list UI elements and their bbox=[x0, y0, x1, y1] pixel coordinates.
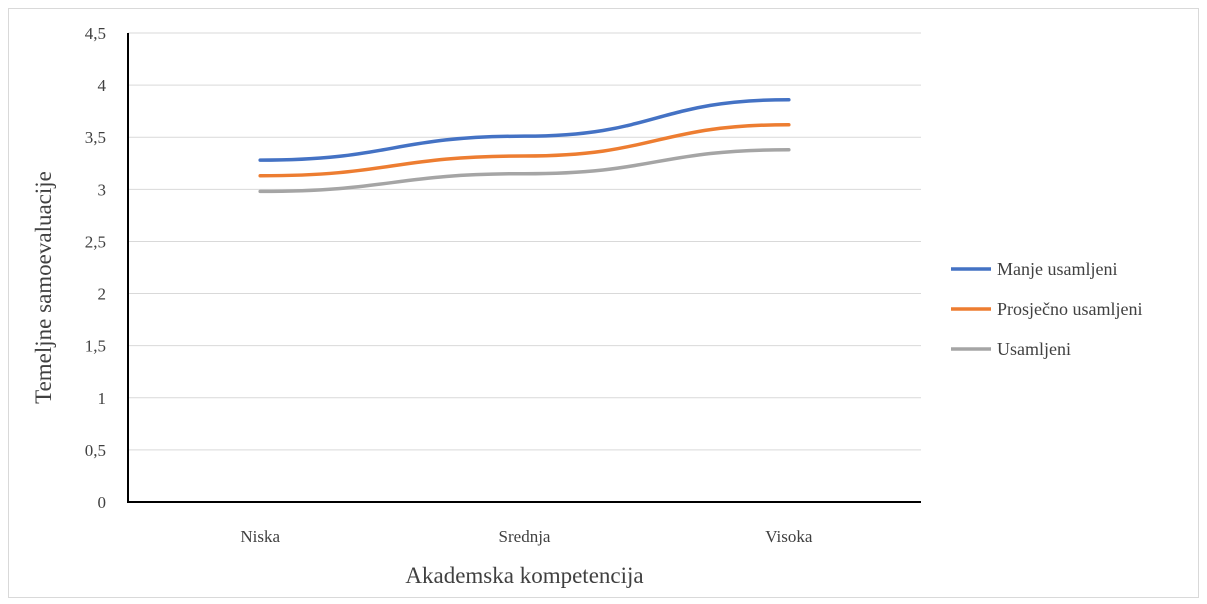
line-chart: 00,511,522,533,544,5 Niska Srednja Visoka … bbox=[31, 24, 1142, 588]
series-line bbox=[258, 122, 791, 178]
y-tick-label: 0,5 bbox=[85, 441, 106, 460]
y-tick-label: 1 bbox=[98, 389, 107, 408]
y-axis-title: Temeljne samoevaluacije bbox=[31, 171, 56, 404]
gridlines bbox=[128, 32, 921, 451]
y-tick-label: 0 bbox=[98, 493, 107, 512]
series-lines bbox=[258, 97, 791, 194]
y-tick-label: 3 bbox=[98, 180, 107, 199]
legend-label: Manje usamljeni bbox=[997, 259, 1117, 279]
y-tick-label: 1,5 bbox=[85, 337, 106, 356]
legend-label: Usamljeni bbox=[997, 339, 1071, 359]
y-tick-label: 4 bbox=[98, 76, 107, 95]
series-line bbox=[258, 97, 791, 162]
x-tick-label: Visoka bbox=[765, 527, 813, 546]
x-axis-title: Akademska kompetencija bbox=[405, 563, 643, 588]
y-tick-label: 2,5 bbox=[85, 232, 106, 251]
legend: Manje usamljeni Prosječno usamljeni Usamlj… bbox=[951, 259, 1142, 359]
x-tick-label: Srednja bbox=[499, 527, 551, 546]
y-tick-label: 3,5 bbox=[85, 128, 106, 147]
y-tick-labels: 0 0,5 1 1,5 2 2,5 3 3,5 4 4,5 bbox=[85, 24, 107, 512]
axes bbox=[127, 33, 921, 503]
x-tick-label: Niska bbox=[240, 527, 280, 546]
chart-frame: 0 0,5 1 1,5 2 2,5 3 3,5 4 4,5 Niska Srednja Visoka … bbox=[8, 8, 1199, 598]
series-line bbox=[258, 147, 791, 194]
legend-label: Prosječno usamljeni bbox=[997, 299, 1142, 319]
x-tick-labels: Niska Srednja Visoka bbox=[240, 527, 813, 546]
y-tick-label: 4,5 bbox=[85, 24, 106, 43]
y-tick-label: 2 bbox=[98, 285, 107, 304]
